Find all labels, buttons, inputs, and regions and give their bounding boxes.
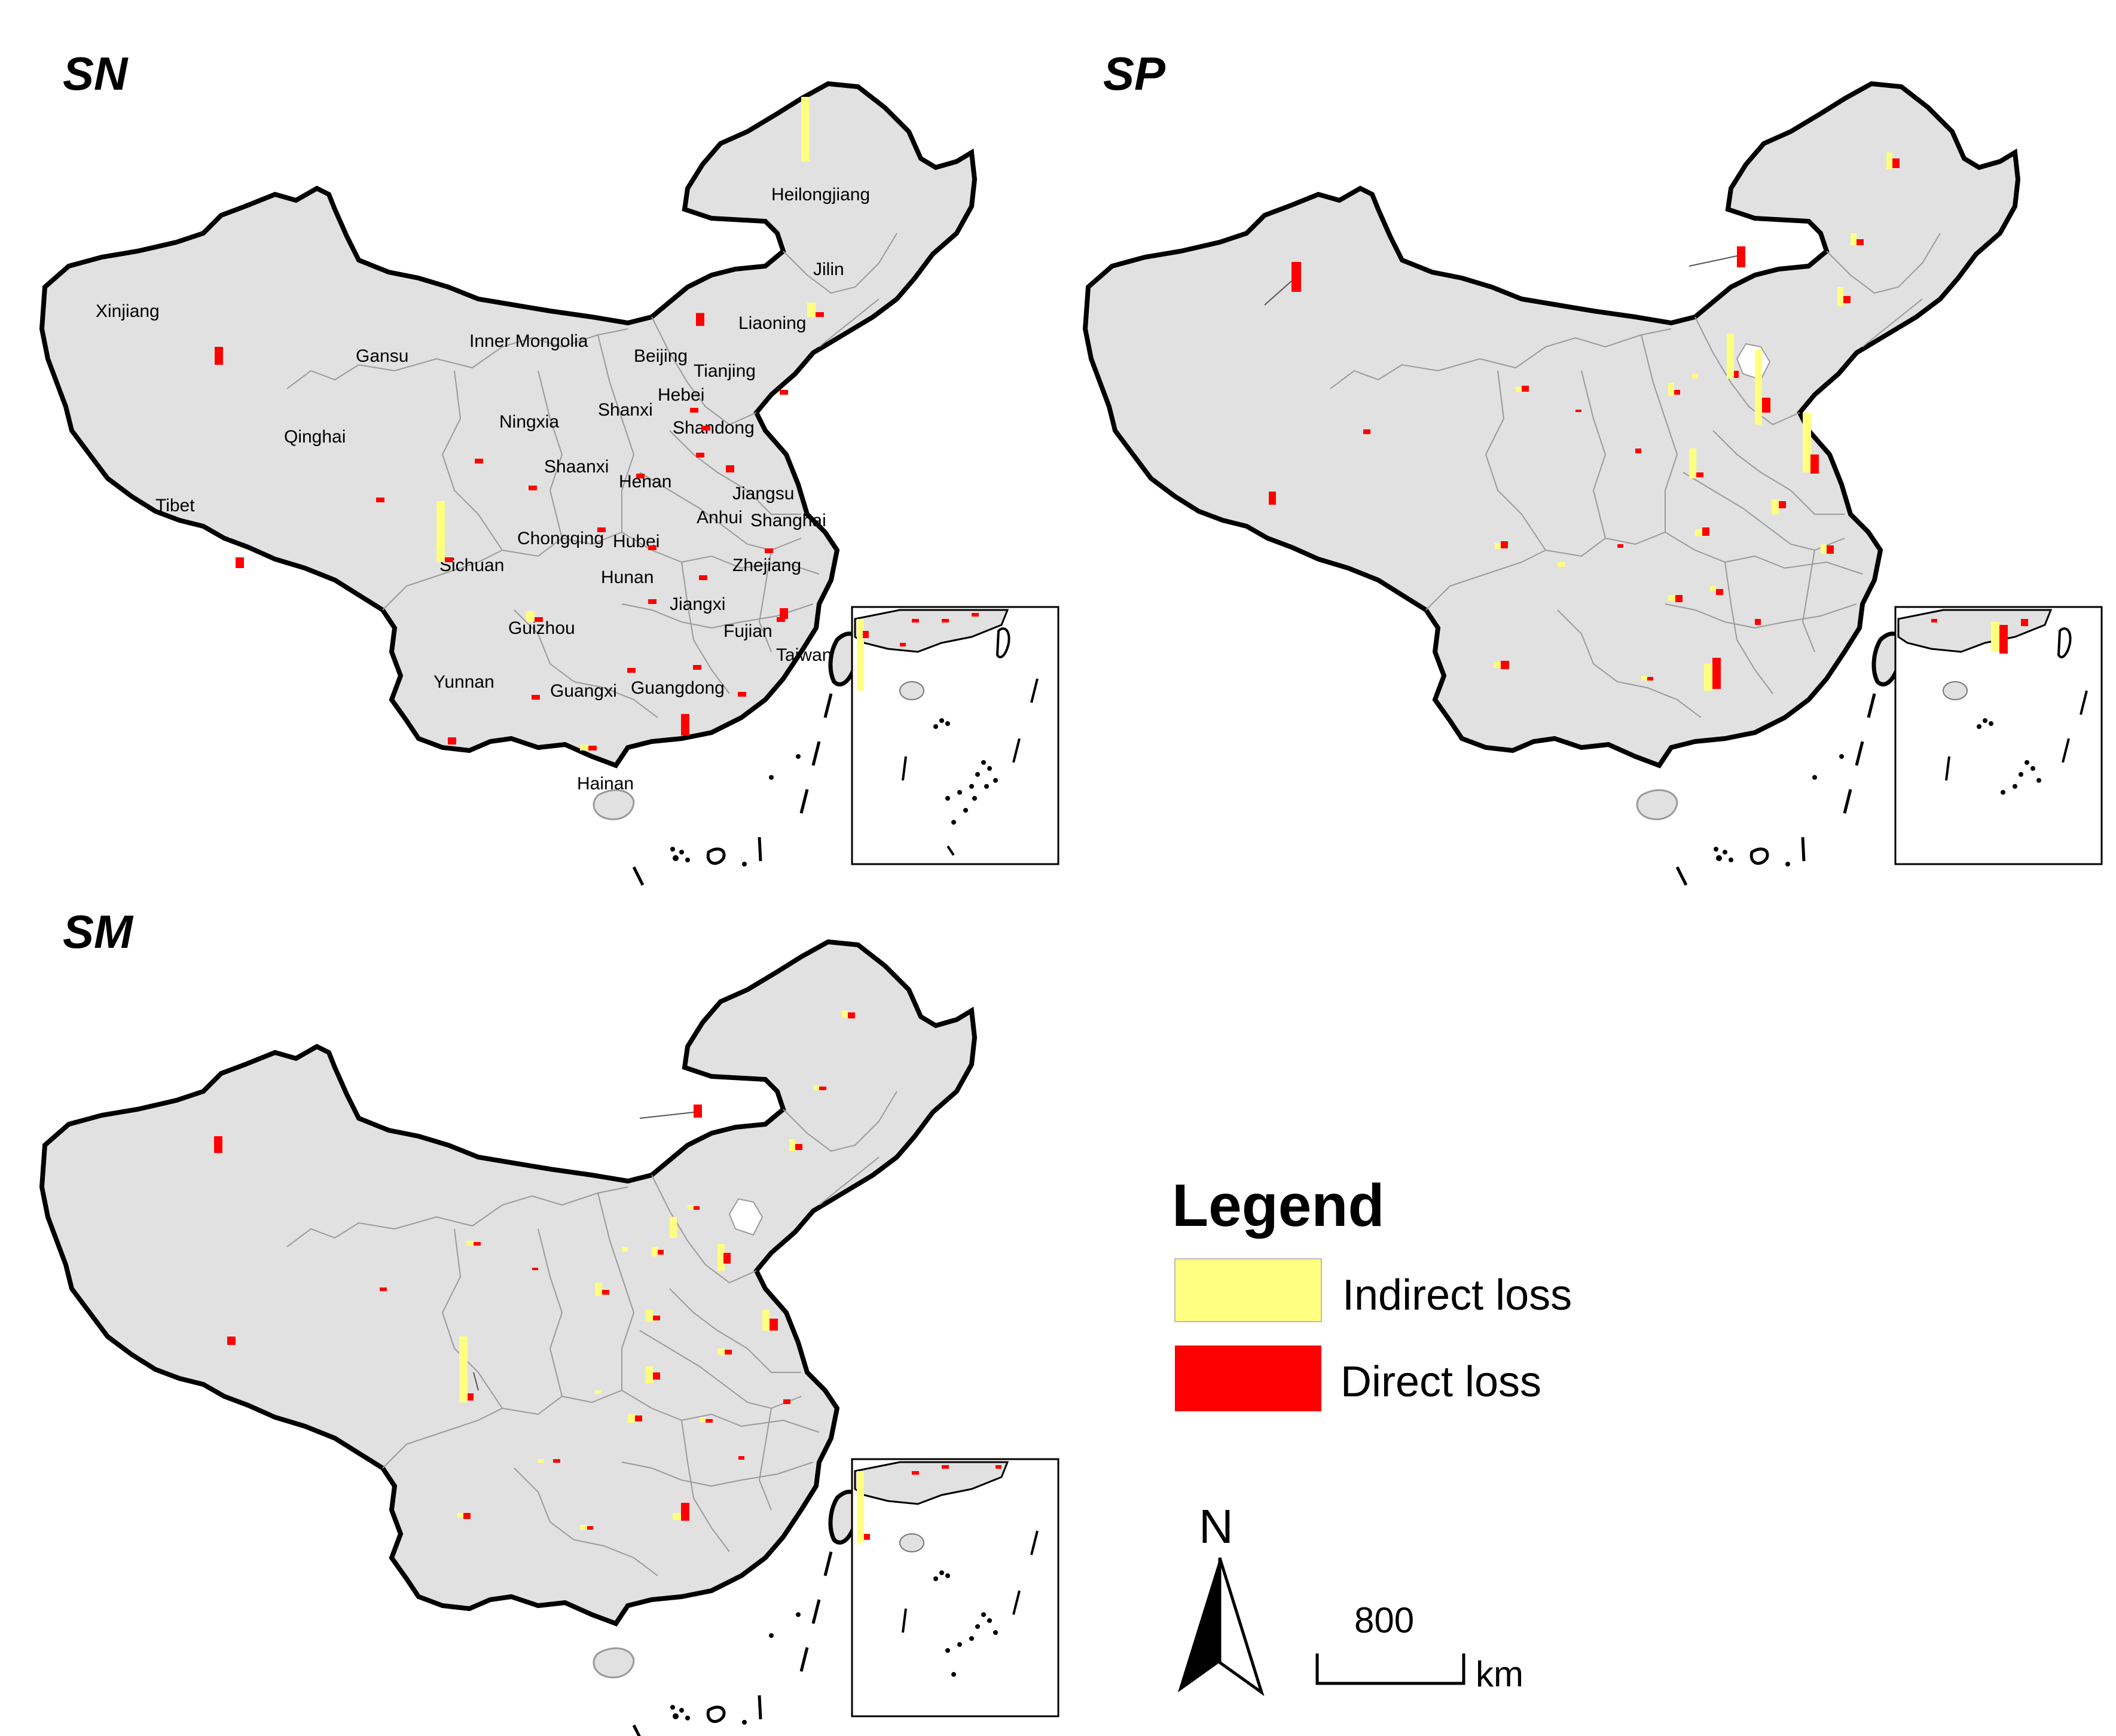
direct-loss-bar xyxy=(215,347,223,365)
direct-loss-bar xyxy=(681,714,689,736)
hainan-island xyxy=(1636,789,1678,820)
panel-sn: SN Heilongjiang Jilin Liaoning Xinjiang … xyxy=(42,47,1059,885)
label-beijing: Beijing xyxy=(634,346,688,366)
indirect-loss-bar xyxy=(436,501,445,562)
indirect-loss-bar xyxy=(526,611,535,622)
hainan-island xyxy=(593,1647,635,1679)
direct-loss-bar xyxy=(597,527,606,532)
direct-loss-bar xyxy=(816,312,824,317)
scale-bar: 800 km xyxy=(1315,1600,1523,1694)
direct-loss-bar xyxy=(702,426,710,431)
legend-label-indirect: Indirect loss xyxy=(1342,1271,1572,1319)
legend-swatch-direct xyxy=(1175,1346,1321,1411)
label-tibet: Tibet xyxy=(155,496,195,515)
label-jiangsu: Jiangsu xyxy=(732,484,794,504)
label-tianjing: Tianjing xyxy=(694,361,756,381)
direct-loss-bar xyxy=(648,599,657,604)
label-qinghai: Qinghai xyxy=(284,427,346,447)
direct-loss-bar xyxy=(445,557,453,562)
south-china-sea-inset xyxy=(851,1458,1059,1717)
direct-loss-bar xyxy=(780,390,788,395)
direct-loss-bar xyxy=(693,665,701,670)
scale-unit: km xyxy=(1476,1654,1523,1694)
direct-loss-bar xyxy=(475,459,483,463)
direct-loss-bar xyxy=(726,465,734,472)
label-ningxia: Ningxia xyxy=(499,412,559,432)
direct-loss-bar xyxy=(765,548,773,553)
label-xinjiang: Xinjiang xyxy=(96,301,160,321)
south-china-sea-inset xyxy=(851,606,1059,865)
panel-title: SP xyxy=(1103,47,1166,100)
legend: Legend Indirect loss Direct loss xyxy=(1172,1172,1572,1411)
direct-loss-bar xyxy=(777,617,785,622)
direct-loss-bar xyxy=(738,692,746,697)
bohai-sea xyxy=(728,1198,764,1236)
direct-loss-bar xyxy=(588,746,597,750)
direct-loss-bar xyxy=(535,617,543,622)
label-jilin: Jilin xyxy=(813,260,844,279)
south-china-sea-inset xyxy=(1894,606,2103,865)
label-yunnan: Yunnan xyxy=(433,672,494,692)
direct-loss-bar xyxy=(690,408,698,413)
direct-loss-bar xyxy=(448,737,456,745)
direct-loss-bar xyxy=(236,557,244,568)
label-gansu: Gansu xyxy=(356,346,408,366)
label-shanghai: Shanghai xyxy=(750,511,826,530)
north-label: N xyxy=(1199,1500,1233,1553)
label-hebei: Hebei xyxy=(658,385,704,405)
label-liaoning: Liaoning xyxy=(738,313,806,333)
panel-title: SM xyxy=(63,905,134,958)
label-hunan: Hunan xyxy=(601,568,654,587)
direct-loss-bar xyxy=(529,486,537,490)
label-fujian: Fujian xyxy=(723,621,772,641)
label-shandong: Shandong xyxy=(673,418,755,438)
legend-label-direct: Direct loss xyxy=(1341,1358,1541,1406)
legend-title: Legend xyxy=(1172,1172,1385,1239)
panel-sp: SP xyxy=(1085,47,2103,885)
indirect-loss-bar xyxy=(807,303,816,317)
indirect-loss-bar xyxy=(801,97,810,161)
direct-loss-bar xyxy=(376,498,384,502)
label-inner-mongolia: Inner Mongolia xyxy=(469,331,588,351)
label-guangxi: Guangxi xyxy=(550,681,617,701)
loss-bars xyxy=(1264,152,1900,691)
direct-loss-bar xyxy=(648,545,657,550)
direct-loss-bar xyxy=(696,313,704,326)
direct-loss-bar xyxy=(696,453,704,457)
direct-loss-bar xyxy=(780,608,788,619)
north-arrow-icon: N xyxy=(1178,1500,1265,1697)
label-heilongjiang: Heilongjiang xyxy=(771,185,870,205)
label-anhui: Anhui xyxy=(697,508,743,527)
label-taiwan: Taiwan xyxy=(776,645,832,665)
loss-bars xyxy=(215,97,824,750)
label-zhejiang: Zhejiang xyxy=(732,556,801,575)
label-hainan: Hainan xyxy=(577,774,634,794)
loss-bars xyxy=(214,1011,855,1530)
hainan-island xyxy=(593,789,635,820)
label-chongqing: Chongqing xyxy=(517,529,604,548)
label-guangdong: Guangdong xyxy=(631,678,725,698)
legend-swatch-indirect xyxy=(1174,1258,1322,1322)
label-shanxi: Shanxi xyxy=(598,400,653,420)
direct-loss-bar xyxy=(636,474,645,478)
indirect-loss-bar xyxy=(580,745,588,750)
scale-value: 800 xyxy=(1354,1600,1414,1640)
label-henan: Henan xyxy=(619,472,671,492)
panel-sm: SM xyxy=(42,905,1059,1736)
label-shaanxi: Shaanxi xyxy=(544,457,609,477)
direct-loss-bar xyxy=(699,575,707,580)
panel-title: SN xyxy=(63,47,129,100)
province-labels: Heilongjiang Jilin Liaoning Xinjiang Inn… xyxy=(96,185,870,794)
direct-loss-bar xyxy=(627,668,636,673)
direct-loss-bar xyxy=(532,695,540,700)
label-jiangxi: Jiangxi xyxy=(670,594,725,614)
